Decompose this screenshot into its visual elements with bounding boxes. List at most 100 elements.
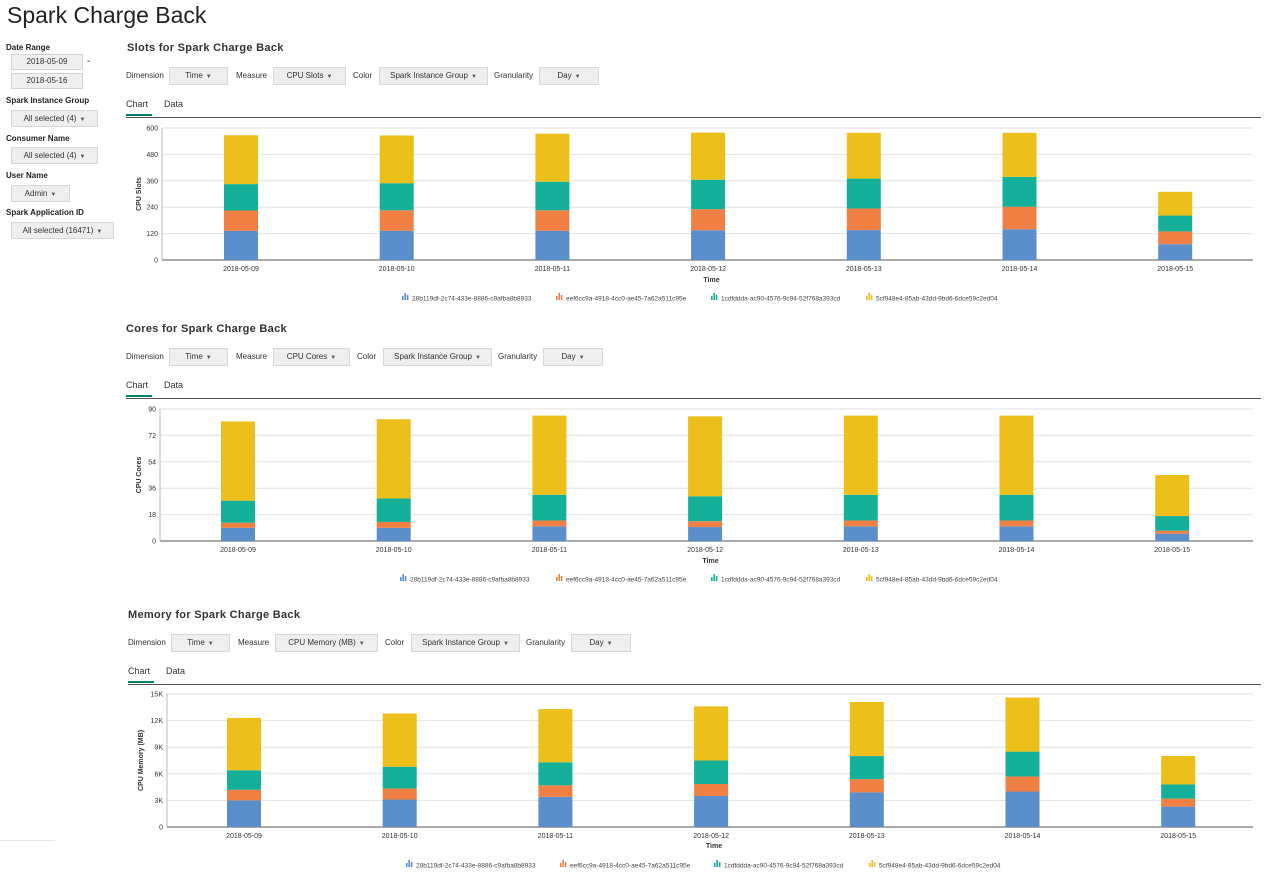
color-dropdown[interactable]: Spark Instance Group ▼ bbox=[383, 348, 492, 366]
bar-segment[interactable] bbox=[538, 709, 573, 763]
bar-segment[interactable] bbox=[843, 520, 878, 527]
consumer-name-dropdown[interactable]: All selected (4) ▼ bbox=[11, 147, 98, 164]
bar-segment[interactable] bbox=[1002, 206, 1037, 230]
bar-segment[interactable] bbox=[849, 792, 884, 827]
bar-segment[interactable] bbox=[688, 416, 723, 497]
color-dropdown[interactable]: Spark Instance Group ▼ bbox=[379, 67, 488, 85]
bar-segment[interactable] bbox=[691, 230, 726, 260]
bar-segment[interactable] bbox=[538, 785, 573, 797]
bar-segment[interactable] bbox=[688, 496, 723, 522]
measure-dropdown[interactable]: CPU Cores ▼ bbox=[273, 348, 350, 366]
instance-group-dropdown[interactable]: All selected (4) ▼ bbox=[11, 110, 98, 127]
bar-segment[interactable] bbox=[688, 527, 723, 541]
legend-item[interactable]: 28b119df-2c74-433e-8886-c9afba8b8933 bbox=[402, 293, 532, 303]
dimension-dropdown[interactable]: Time ▼ bbox=[171, 634, 230, 652]
bar-segment[interactable] bbox=[1158, 231, 1193, 245]
bar-segment[interactable] bbox=[224, 230, 258, 260]
bar-segment[interactable] bbox=[382, 766, 417, 789]
legend-item[interactable]: 1cdfddda-ac90-4576-9c94-52f768a393cd bbox=[711, 293, 841, 303]
bar-segment[interactable] bbox=[1002, 176, 1037, 207]
bar-segment[interactable] bbox=[535, 210, 570, 231]
bar-segment[interactable] bbox=[227, 789, 261, 801]
bar-segment[interactable] bbox=[382, 799, 417, 827]
bar-segment[interactable] bbox=[538, 796, 573, 827]
tab-data[interactable]: Data bbox=[164, 99, 184, 109]
bar-segment[interactable] bbox=[849, 779, 884, 793]
dimension-dropdown[interactable]: Time ▼ bbox=[169, 67, 228, 85]
bar-segment[interactable] bbox=[227, 717, 261, 771]
bar-segment[interactable] bbox=[999, 526, 1034, 541]
bar-segment[interactable] bbox=[224, 184, 258, 211]
bar-segment[interactable] bbox=[694, 795, 729, 827]
bar-segment[interactable] bbox=[849, 756, 884, 780]
bar-segment[interactable] bbox=[694, 783, 729, 796]
legend-item[interactable]: 5cf948e4-85ab-43dd-9bd6-6dce59c2ed04 bbox=[866, 293, 998, 303]
bar-segment[interactable] bbox=[1005, 751, 1040, 777]
bar-segment[interactable] bbox=[691, 179, 726, 210]
legend-item[interactable]: eef6cc9a-4918-4cc0-ae45-7a62a511c95e bbox=[556, 293, 687, 303]
bar-segment[interactable] bbox=[538, 762, 573, 786]
bar-segment[interactable] bbox=[1005, 697, 1040, 752]
legend-item[interactable]: eef6cc9a-4918-4cc0-ae45-7a62a511c95e bbox=[560, 860, 691, 870]
app-id-dropdown[interactable]: All selected (16471) ▼ bbox=[11, 222, 114, 239]
granularity-dropdown[interactable]: Day ▼ bbox=[543, 348, 603, 366]
bar-segment[interactable] bbox=[843, 526, 878, 541]
bar-segment[interactable] bbox=[843, 415, 878, 495]
bar-segment[interactable] bbox=[849, 701, 884, 757]
bar-segment[interactable] bbox=[1158, 191, 1193, 216]
bar-segment[interactable] bbox=[1155, 533, 1190, 541]
bar-segment[interactable] bbox=[691, 209, 726, 231]
bar-segment[interactable] bbox=[694, 706, 729, 761]
bar-segment[interactable] bbox=[221, 500, 255, 523]
bar-segment[interactable] bbox=[376, 527, 411, 541]
bar-segment[interactable] bbox=[999, 520, 1034, 527]
bar-segment[interactable] bbox=[1005, 776, 1040, 792]
legend-item[interactable]: 5cf948e4-85ab-43dd-9bd6-6dce59c2ed04 bbox=[869, 860, 1001, 870]
bar-segment[interactable] bbox=[535, 133, 570, 182]
bar-segment[interactable] bbox=[846, 132, 881, 179]
bar-segment[interactable] bbox=[694, 760, 729, 784]
date-start-input[interactable]: 2018-05-09 bbox=[11, 54, 83, 70]
tab-chart[interactable]: Chart bbox=[128, 666, 151, 676]
bar-segment[interactable] bbox=[382, 788, 417, 800]
bar-segment[interactable] bbox=[1005, 791, 1040, 827]
bar-segment[interactable] bbox=[688, 521, 723, 528]
bar-segment[interactable] bbox=[843, 494, 878, 521]
bar-segment[interactable] bbox=[376, 498, 411, 522]
date-end-input[interactable]: 2018-05-16 bbox=[11, 73, 83, 89]
bar-segment[interactable] bbox=[1002, 132, 1037, 177]
bar-segment[interactable] bbox=[379, 183, 414, 211]
bar-segment[interactable] bbox=[846, 208, 881, 231]
bar-segment[interactable] bbox=[221, 522, 255, 528]
measure-dropdown[interactable]: CPU Slots ▼ bbox=[273, 67, 346, 85]
bar-segment[interactable] bbox=[382, 713, 417, 767]
bar-segment[interactable] bbox=[376, 521, 411, 528]
bar-segment[interactable] bbox=[532, 415, 567, 495]
bar-segment[interactable] bbox=[846, 178, 881, 209]
bar-segment[interactable] bbox=[221, 421, 255, 501]
bar-segment[interactable] bbox=[221, 527, 255, 541]
legend-item[interactable]: 1cdfddda-ac90-4576-9c94-52f768a393cd bbox=[714, 860, 844, 870]
legend-item[interactable]: 28b119df-2c74-433e-8886-c9afba8b8933 bbox=[400, 574, 530, 584]
bar-segment[interactable] bbox=[1161, 756, 1196, 785]
tab-data[interactable]: Data bbox=[166, 666, 186, 676]
bar-segment[interactable] bbox=[224, 135, 258, 185]
dimension-dropdown[interactable]: Time ▼ bbox=[169, 348, 228, 366]
legend-item[interactable]: 28b119df-2c74-433e-8886-c9afba8b8933 bbox=[406, 860, 536, 870]
bar-segment[interactable] bbox=[1161, 806, 1196, 827]
bar-segment[interactable] bbox=[227, 770, 261, 790]
tab-chart[interactable]: Chart bbox=[126, 99, 149, 109]
bar-segment[interactable] bbox=[224, 210, 258, 231]
bar-segment[interactable] bbox=[1155, 475, 1190, 517]
granularity-dropdown[interactable]: Day ▼ bbox=[539, 67, 599, 85]
bar-segment[interactable] bbox=[1158, 215, 1193, 232]
tab-data[interactable]: Data bbox=[164, 380, 184, 390]
measure-dropdown[interactable]: CPU Memory (MB) ▼ bbox=[275, 634, 378, 652]
bar-segment[interactable] bbox=[1158, 244, 1193, 260]
bar-segment[interactable] bbox=[532, 520, 567, 527]
bar-segment[interactable] bbox=[227, 800, 261, 827]
bar-segment[interactable] bbox=[1161, 784, 1196, 799]
bar-segment[interactable] bbox=[1155, 516, 1190, 531]
bar-segment[interactable] bbox=[532, 526, 567, 541]
legend-item[interactable]: 5cf948e4-85ab-43dd-9bd6-6dce59c2ed04 bbox=[866, 574, 998, 584]
